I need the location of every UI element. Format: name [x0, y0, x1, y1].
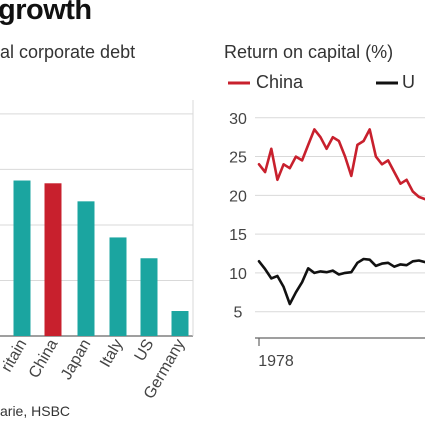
- right-chart-title: Return on capital (%): [224, 42, 394, 62]
- x-label-italy: Italy: [97, 337, 126, 371]
- x-label-us: US: [132, 337, 158, 365]
- bar-us: [140, 258, 158, 336]
- legend-us-label: U: [402, 72, 415, 92]
- left-chart-title: al corporate debt: [0, 42, 136, 62]
- y-tick-20: 20: [229, 188, 247, 205]
- x-tick-label-1978: 1978: [258, 353, 294, 370]
- bar-germany: [171, 311, 189, 336]
- line-series-u: [257, 257, 425, 306]
- x-label-china: China: [26, 336, 62, 381]
- line-series-china: [257, 128, 425, 201]
- y-tick-5: 5: [234, 305, 243, 322]
- y-tick-30: 30: [229, 111, 247, 128]
- legend-china-label: China: [256, 72, 304, 92]
- x-label-ritain: ritain: [0, 337, 30, 376]
- headline: growth: [0, 0, 92, 26]
- source-note: arie, HSBC: [0, 403, 71, 419]
- bar-italy: [109, 237, 127, 336]
- y-tick-25: 25: [229, 150, 247, 167]
- x-label-japan: Japan: [58, 337, 95, 383]
- y-tick-15: 15: [229, 227, 247, 244]
- bar-japan: [77, 201, 95, 336]
- bar-china: [44, 183, 62, 336]
- bar-ritain: [13, 180, 31, 336]
- y-tick-10: 10: [229, 266, 247, 283]
